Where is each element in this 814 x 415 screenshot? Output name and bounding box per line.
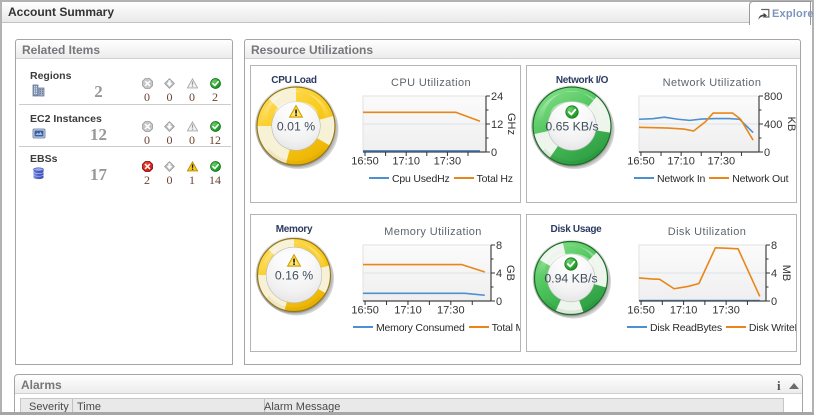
- svg-text:16:50: 16:50: [351, 304, 379, 316]
- svg-text:4: 4: [496, 268, 502, 280]
- svg-text:GB: GB: [504, 265, 516, 281]
- svg-text:0.65 KB/s: 0.65 KB/s: [545, 120, 598, 134]
- svg-text:8: 8: [496, 241, 502, 252]
- svg-text:17:30: 17:30: [434, 156, 462, 168]
- svg-text:16:50: 16:50: [627, 304, 655, 316]
- svg-text:0: 0: [764, 147, 770, 159]
- svg-text:17:30: 17:30: [712, 304, 740, 316]
- svg-text:0.16 %: 0.16 %: [275, 269, 313, 283]
- svg-text:12: 12: [491, 119, 503, 131]
- svg-text:17:10: 17:10: [392, 156, 420, 168]
- svg-text:17:10: 17:10: [667, 156, 695, 168]
- svg-text:17:30: 17:30: [708, 156, 736, 168]
- svg-text:0.01 %: 0.01 %: [277, 120, 315, 134]
- svg-text:800: 800: [764, 92, 782, 103]
- svg-text:17:30: 17:30: [437, 304, 465, 316]
- svg-text:0: 0: [771, 296, 777, 308]
- svg-text:MB: MB: [780, 264, 792, 281]
- svg-text:17:10: 17:10: [394, 304, 422, 316]
- svg-text:0: 0: [491, 147, 497, 159]
- svg-text:0.94 KB/s: 0.94 KB/s: [544, 272, 597, 286]
- svg-text:KB: KB: [785, 117, 797, 132]
- svg-text:8: 8: [771, 241, 777, 252]
- svg-text:4: 4: [771, 268, 777, 280]
- svg-text:17:10: 17:10: [670, 304, 698, 316]
- svg-text:0: 0: [496, 296, 502, 308]
- svg-text:16:50: 16:50: [351, 156, 379, 168]
- svg-text:24: 24: [491, 92, 503, 103]
- svg-text:400: 400: [764, 119, 782, 131]
- svg-text:16:50: 16:50: [627, 156, 655, 168]
- svg-text:GHz: GHz: [505, 113, 517, 135]
